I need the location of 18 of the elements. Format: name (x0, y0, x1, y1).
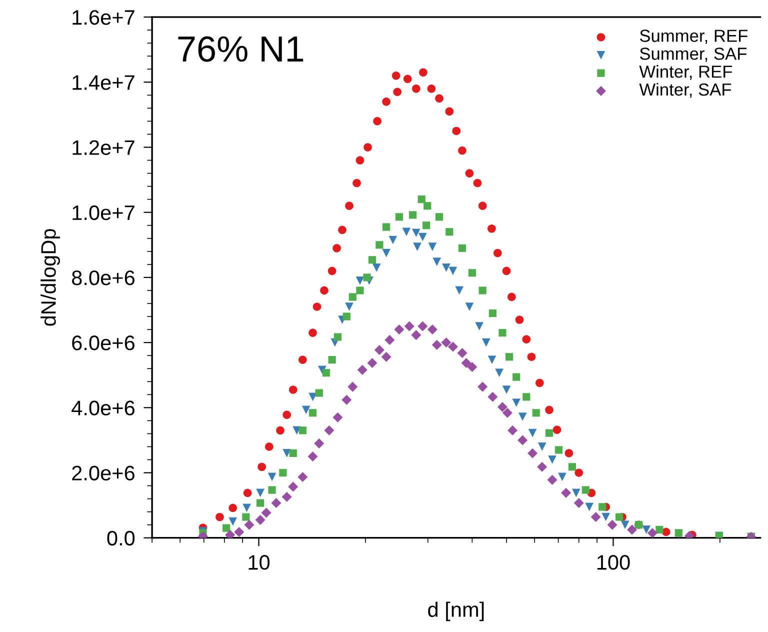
legend-label: Winter, SAF (639, 82, 732, 98)
y-tick-label: 6.0e+6 (72, 336, 134, 350)
x-tick-label: 100 (597, 555, 630, 570)
chart-title: 76% N1 (178, 36, 304, 62)
y-tick-label: 1.2e+7 (72, 140, 134, 156)
y-tick-label: 1.6e+7 (72, 10, 134, 25)
x-axis-title: d [nm] (428, 602, 484, 622)
y-tick-label: 8.0e+6 (72, 270, 134, 286)
legend-label: Summer, SAF (640, 48, 747, 62)
y-tick-label: 4.0e+6 (72, 400, 134, 416)
x-tick-label: 10 (248, 555, 270, 570)
y-tick-label: 2.0e+6 (72, 466, 134, 480)
legend-label: Summer, REF (640, 30, 748, 44)
y-tick-label: 0.0 (107, 530, 135, 546)
y-axis-title: dN/dlogDp (40, 229, 60, 326)
y-tick-label: 1.4e+7 (72, 75, 134, 90)
legend-label: Winter, REF (639, 65, 732, 80)
y-tick-label: 1.0e+7 (72, 205, 134, 220)
